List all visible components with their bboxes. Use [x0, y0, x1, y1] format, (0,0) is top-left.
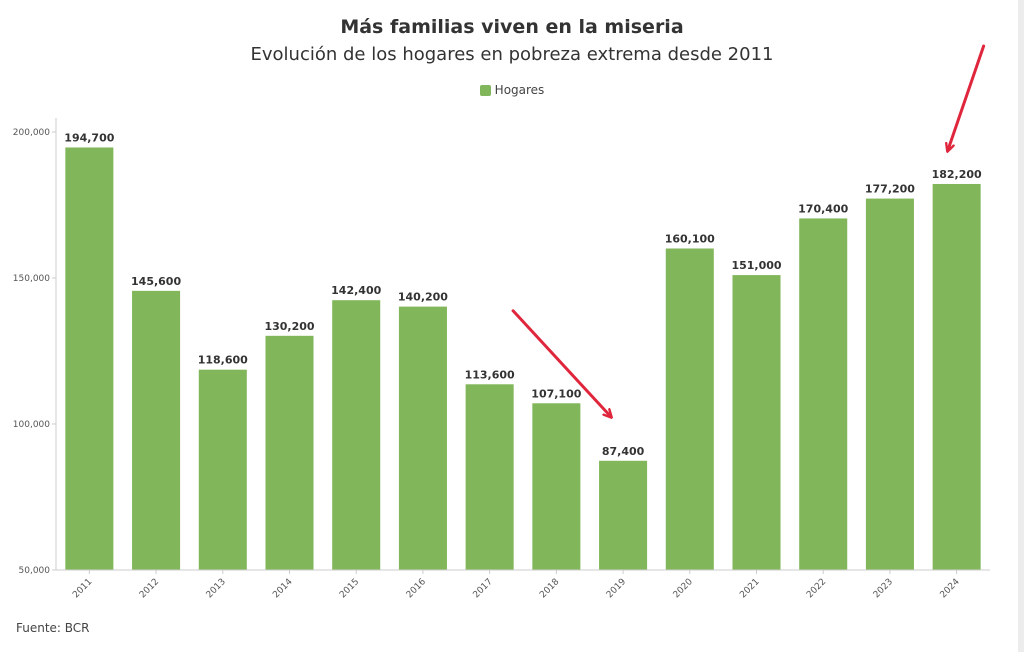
- bar-2022: [799, 218, 848, 570]
- y-tick-label: 200,000: [13, 128, 50, 138]
- bar-2021: [732, 275, 781, 570]
- x-tick-label: 2017: [471, 577, 494, 600]
- bars: 194,700 145,600 118,600 130,200 142,400 140,2…: [64, 131, 982, 571]
- x-tick-label: 2022: [805, 577, 828, 600]
- bar-value-label: 130,200: [264, 320, 314, 333]
- bar-value-label: 113,600: [465, 368, 515, 381]
- x-tick-label: 2011: [71, 577, 94, 600]
- x-tick-label: 2018: [538, 577, 561, 600]
- annotations: [511, 44, 986, 415]
- bar-2019: [599, 460, 648, 570]
- window-edge: [1018, 0, 1024, 652]
- x-tick-label: 2012: [138, 577, 161, 600]
- legend-label: Hogares: [494, 83, 545, 97]
- legend-swatch: [479, 84, 491, 96]
- y-tick-label: 100,000: [13, 420, 50, 430]
- bar-value-label: 194,700: [64, 131, 114, 144]
- bar-value-label: 151,000: [731, 259, 781, 272]
- bar-value-label: 87,400: [602, 445, 645, 458]
- bar-2016: [398, 306, 447, 570]
- bar-2020: [665, 248, 714, 570]
- bar-2015: [332, 300, 381, 570]
- x-tick-label: 2013: [205, 577, 228, 600]
- x-tick-label: 2023: [872, 577, 895, 600]
- y-axis: 50,000 100,000 150,000 200,000: [13, 118, 57, 576]
- bar-value-label: 177,200: [865, 183, 915, 196]
- x-tick-label: 2016: [405, 577, 428, 600]
- bar-chart: 50,000 100,000 150,000 200,000 194,700 145,6…: [13, 44, 990, 600]
- bar-2024: [932, 183, 981, 570]
- bar-value-label: 118,600: [198, 354, 248, 367]
- bar-2018: [532, 403, 581, 570]
- bar-value-label: 142,400: [331, 284, 381, 297]
- bar-value-label: 182,200: [932, 168, 982, 181]
- y-tick-label: 50,000: [19, 566, 51, 576]
- bar-value-label: 107,100: [531, 387, 581, 400]
- bar-2011: [65, 147, 114, 570]
- bar-value-label: 145,600: [131, 275, 181, 288]
- x-tick-label: 2021: [738, 577, 761, 600]
- chart-subtitle: Evolución de los hogares en pobreza extr…: [250, 44, 774, 65]
- bar-2013: [198, 369, 247, 570]
- chart-title: Más familias viven en la miseria: [340, 16, 684, 38]
- x-tick-label: 2019: [605, 577, 628, 600]
- annotation-arrow: [949, 44, 986, 148]
- bar-2017: [465, 384, 514, 570]
- x-axis: 2011 2012 2013 2014 2015 2016 2017 2018 2019 2020…: [56, 569, 990, 600]
- bar-2023: [865, 198, 914, 571]
- y-tick-label: 150,000: [13, 274, 50, 284]
- x-tick-label: 2014: [271, 577, 294, 600]
- bar-2012: [132, 290, 181, 570]
- bar-2014: [265, 335, 314, 570]
- x-tick-label: 2020: [672, 577, 695, 600]
- x-tick-label: 2015: [338, 577, 361, 600]
- annotation-arrow: [511, 309, 609, 415]
- bar-value-label: 160,100: [665, 233, 715, 246]
- bar-value-label: 170,400: [798, 202, 848, 215]
- source-note: Fuente: BCR: [16, 621, 90, 635]
- legend: Hogares: [0, 83, 1024, 97]
- x-tick-label: 2024: [938, 577, 961, 600]
- bar-value-label: 140,200: [398, 291, 448, 304]
